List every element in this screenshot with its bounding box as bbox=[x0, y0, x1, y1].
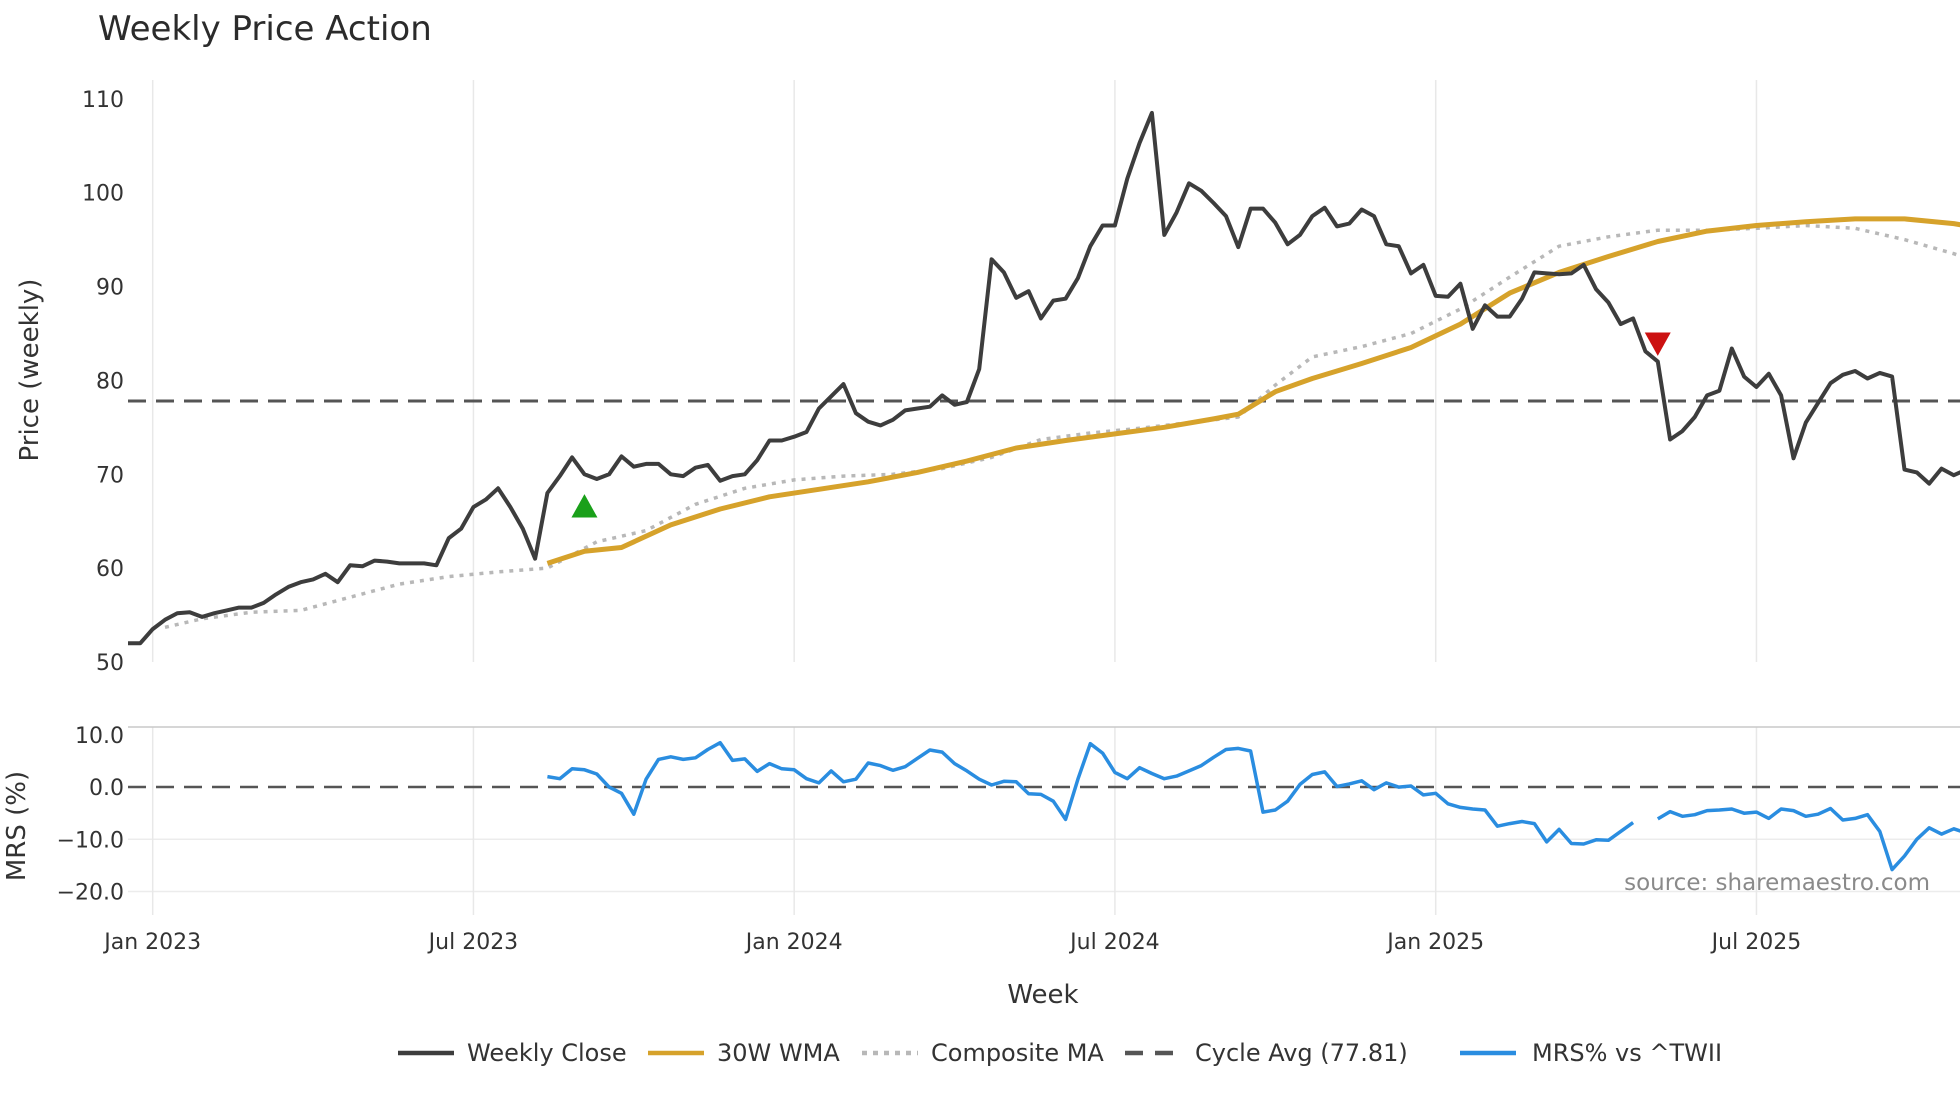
signal-markers bbox=[571, 332, 1671, 518]
mrs-y-tick-label: 10.0 bbox=[75, 724, 124, 749]
price-y-tick-label: 110 bbox=[82, 88, 124, 113]
legend-label: 30W WMA bbox=[717, 1039, 840, 1067]
x-tick-label: Jul 2025 bbox=[1710, 930, 1802, 955]
x-tick-label: Jul 2024 bbox=[1068, 930, 1160, 955]
price-y-tick-label: 90 bbox=[96, 276, 124, 301]
mrs-grid bbox=[128, 838, 1960, 893]
x-tick-label: Jan 2024 bbox=[744, 930, 843, 955]
wma-30w-line bbox=[546, 216, 1960, 566]
price-y-tick-label: 50 bbox=[96, 651, 124, 676]
composite-ma-line bbox=[164, 223, 1960, 630]
price-lines bbox=[128, 110, 1960, 646]
price-y-tick-label: 80 bbox=[96, 369, 124, 394]
legend: Weekly Close 30W WMA Composite MA Cycle Avg… bbox=[398, 1039, 1722, 1067]
mrs-y-tick-label: −10.0 bbox=[57, 828, 124, 853]
buy-signal-marker bbox=[571, 494, 598, 518]
legend-label: Composite MA bbox=[931, 1039, 1104, 1067]
mrs-lines bbox=[128, 740, 1960, 872]
price-y-ticks: 50 60 70 80 90 100 110 bbox=[82, 88, 124, 676]
x-tick-label: Jan 2023 bbox=[102, 930, 201, 955]
vertical-grid bbox=[151, 80, 1758, 915]
x-axis-label: Week bbox=[1007, 980, 1078, 1010]
source-annotation: source: sharemaestro.com bbox=[1624, 870, 1930, 896]
mrs-y-ticks: 10.0 0.0 −10.0 −20.0 bbox=[57, 724, 124, 906]
chart-title: Weekly Price Action bbox=[98, 9, 432, 49]
price-y-tick-label: 70 bbox=[96, 463, 124, 488]
price-y-axis-label: Price (weekly) bbox=[15, 279, 45, 462]
price-y-tick-label: 60 bbox=[96, 557, 124, 582]
legend-label: Cycle Avg (77.81) bbox=[1195, 1039, 1408, 1067]
mrs-line bbox=[1656, 806, 1960, 872]
x-tick-label: Jul 2023 bbox=[427, 930, 519, 955]
mrs-y-tick-label: 0.0 bbox=[89, 776, 124, 801]
x-tick-label: Jan 2025 bbox=[1385, 930, 1484, 955]
weekly-close-line bbox=[128, 110, 1960, 646]
mrs-line bbox=[547, 740, 1635, 846]
legend-label: Weekly Close bbox=[467, 1039, 627, 1067]
x-ticks: Jan 2023 Jul 2023 Jan 2024 Jul 2024 Jan 2025… bbox=[102, 930, 1801, 955]
sell-signal-marker bbox=[1644, 332, 1671, 356]
mrs-y-axis-label: MRS (%) bbox=[2, 771, 32, 881]
mrs-y-tick-label: −20.0 bbox=[57, 881, 124, 906]
legend-label: MRS% vs ^TWII bbox=[1532, 1039, 1722, 1067]
price-y-tick-label: 100 bbox=[82, 182, 124, 207]
